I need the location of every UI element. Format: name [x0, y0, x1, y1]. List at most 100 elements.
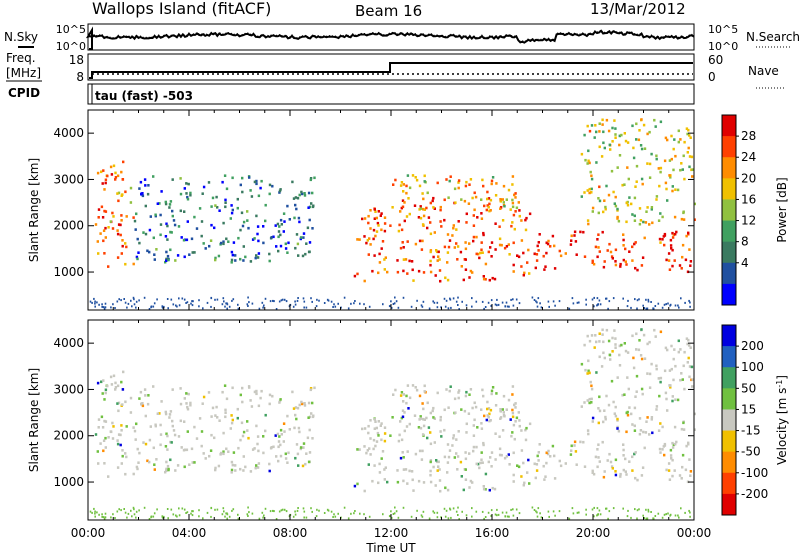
velocity-echo-cell: [305, 516, 308, 519]
power-echo-cell: [669, 244, 673, 247]
power-echo-cell: [500, 243, 503, 247]
velocity-echo-cell: [223, 384, 227, 387]
velocity-echo-cell: [112, 425, 115, 428]
velocity-echo-cell: [648, 340, 651, 344]
velocity-echo-cell: [642, 333, 646, 337]
power-echo-cell: [443, 218, 446, 222]
power-echo-cell: [148, 308, 151, 310]
velocity-echo-cell: [580, 405, 583, 408]
date-title: 13/Mar/2012: [590, 0, 686, 18]
velocity-echo-cell: [154, 423, 157, 427]
power-echo-cell: [511, 221, 514, 224]
power-echo-cell: [419, 207, 423, 210]
velocity-echo-cell: [490, 389, 494, 393]
velocity-echo-cell: [214, 468, 217, 472]
power-echo-cell: [402, 246, 405, 249]
power-echo-cell: [672, 168, 675, 172]
power-echo-cell: [224, 305, 226, 308]
power-echo-cell: [667, 259, 671, 262]
velocity-echo-cell: [383, 426, 387, 429]
power-echo-cell: [498, 225, 501, 228]
power-echo-cell: [669, 303, 672, 306]
power-echo-cell: [591, 261, 594, 264]
power-echo-cell: [213, 226, 216, 230]
power-echo-cell: [536, 244, 539, 248]
colorbar-tick-label: 28: [741, 129, 756, 143]
velocity-echo-cell: [518, 512, 521, 515]
power-echo-cell: [91, 301, 93, 304]
power-echo-cell: [622, 297, 624, 300]
velocity-echo-cell: [96, 381, 100, 385]
velocity-echo-cell: [665, 397, 668, 401]
freq-panel: Freq. [MHz] CPID 18 8 60 0 Nave: [6, 51, 784, 100]
power-echo-cell: [578, 301, 580, 304]
power-echo-cell: [484, 306, 487, 308]
power-echo-cell: [482, 231, 485, 235]
power-echo-cell: [258, 307, 261, 310]
power-echo-cell: [580, 152, 584, 156]
power-echo-cell: [625, 201, 628, 205]
velocity-echo-cell: [587, 359, 590, 363]
velocity-echo-cell: [457, 396, 460, 400]
power-echo-cell: [373, 254, 376, 257]
power-echo-cell: [177, 225, 181, 228]
power-echo-cell: [539, 302, 541, 305]
velocity-echo-cell: [162, 516, 164, 519]
velocity-echo-cell: [394, 388, 397, 392]
power-echo-cell: [663, 243, 666, 247]
velocity-echo-cell: [384, 466, 387, 469]
power-echo-cell: [183, 187, 186, 190]
power-echo-cell: [146, 249, 149, 253]
power-echo-cell: [603, 146, 606, 150]
velocity-echo-cell: [432, 510, 434, 513]
velocity-echo-cell: [552, 510, 555, 513]
power-echo-cell: [250, 195, 254, 198]
power-echo-cell: [138, 299, 140, 302]
power-echo-cell: [665, 303, 667, 306]
power-echo-cell: [510, 224, 513, 228]
power-echo-cell: [611, 140, 614, 143]
power-echo-cell: [512, 213, 516, 217]
velocity-echo-cell: [672, 378, 675, 382]
power-echo-cell: [129, 201, 133, 204]
nave-label: Nave: [748, 64, 779, 78]
velocity-echo-cell: [433, 511, 436, 514]
velocity-echo-cell: [452, 436, 455, 440]
velocity-echo-cell: [677, 350, 680, 354]
power-echo-cell: [216, 298, 219, 301]
power-echo-cell: [542, 254, 545, 258]
power-echo-cell: [398, 223, 401, 227]
power-echo-cell: [223, 300, 225, 303]
power-echo-cell: [204, 247, 207, 250]
power-echo-cell: [665, 187, 668, 191]
power-echo-cell: [170, 231, 173, 234]
velocity-echo-cell: [372, 438, 376, 442]
power-echo-cell: [135, 300, 138, 303]
velocity-echo-cell: [132, 506, 135, 509]
power-echo-cell: [677, 140, 680, 144]
power-echo-cell: [488, 202, 491, 206]
power-echo-cell: [363, 217, 367, 220]
power-echo-cell: [96, 171, 100, 175]
power-echo-cell: [383, 229, 387, 233]
power-echo-cell: [485, 208, 488, 212]
velocity-echo-cell: [303, 516, 305, 519]
power-echo-cell: [654, 305, 657, 307]
velocity-echo-cell: [661, 516, 664, 519]
velocity-echo-cell: [130, 509, 132, 512]
power-echo-cell: [383, 222, 387, 225]
velocity-echo-cell: [451, 444, 454, 447]
power-echo-cell: [545, 251, 548, 255]
power-echo-cell: [431, 199, 434, 203]
velocity-echo-cell: [511, 411, 515, 415]
power-echo-cell: [643, 147, 647, 150]
velocity-echo-cell: [268, 393, 272, 397]
power-echo-cell: [501, 301, 504, 304]
velocity-echo-cell: [429, 473, 432, 477]
velocity-echo-cell: [626, 376, 629, 379]
power-echo-cell: [152, 236, 155, 240]
power-echo-cell: [575, 253, 578, 256]
velocity-echo-cell: [272, 445, 275, 449]
velocity-echo-cell: [178, 507, 180, 510]
